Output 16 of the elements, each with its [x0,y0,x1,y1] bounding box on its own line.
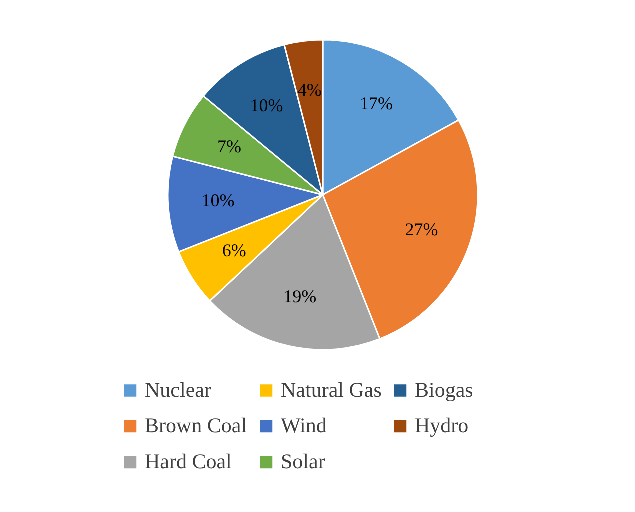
legend-label: Brown Coal [145,414,248,438]
data-label: 19% [284,286,317,306]
legend-label: Hydro [415,414,469,438]
data-label: 27% [405,220,438,240]
legend-label: Biogas [415,378,474,402]
legend-label: Solar [281,450,326,474]
data-label: 10% [250,95,284,116]
data-label: 4% [298,80,322,100]
legend-label: Hard Coal [145,450,232,474]
data-label: 7% [217,136,242,156]
legend-label: Natural Gas [281,378,382,402]
legend-label: Wind [281,414,328,438]
data-label: 10% [202,190,235,211]
legend-label: Nuclear [145,378,212,402]
data-label: 17% [360,94,393,114]
data-label: 6% [222,240,246,260]
